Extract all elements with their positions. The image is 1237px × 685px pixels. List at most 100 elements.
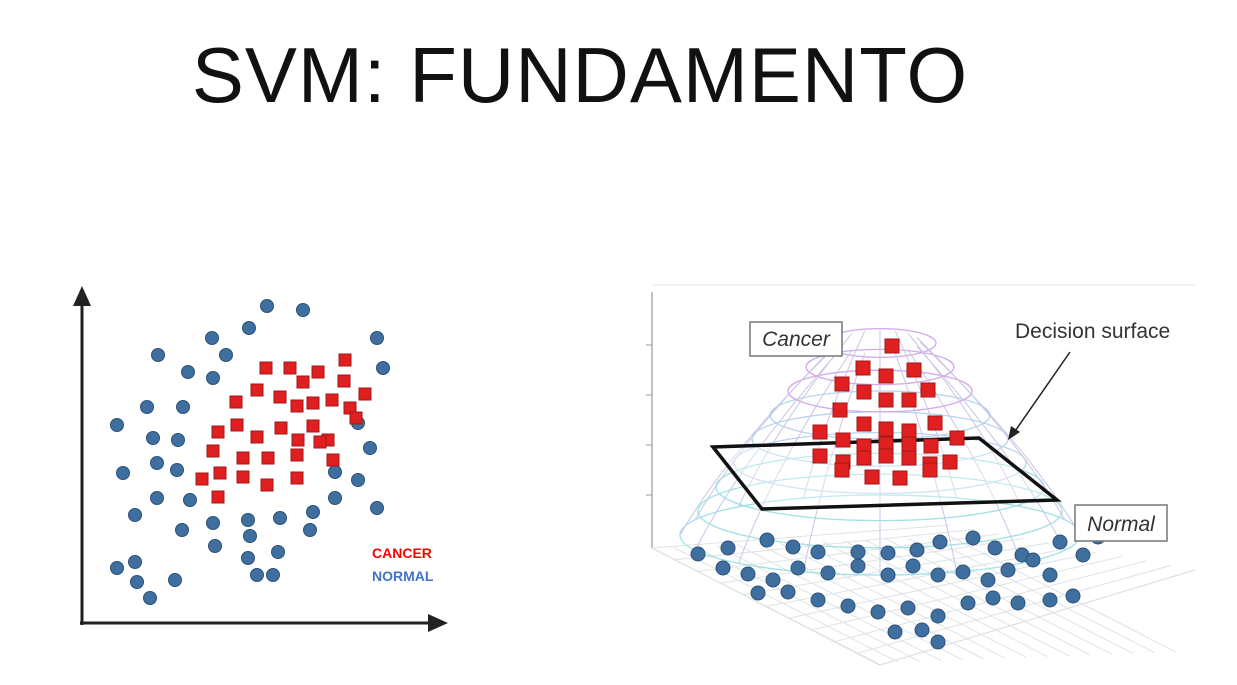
normal-point xyxy=(810,544,826,560)
cancer-point xyxy=(337,374,351,388)
normal-point xyxy=(241,551,255,565)
cancer-point xyxy=(274,421,288,435)
cancer-point xyxy=(855,360,871,376)
normal-point xyxy=(1010,595,1026,611)
legend-cancer-label: CANCER xyxy=(372,545,432,561)
cancer-point xyxy=(290,448,304,462)
cancer-point xyxy=(834,462,850,478)
normal-point xyxy=(150,456,164,470)
normal-point xyxy=(740,566,756,582)
normal-point xyxy=(151,348,165,362)
normal-label: Normal xyxy=(1087,513,1156,536)
normal-point xyxy=(110,561,124,575)
normal-point xyxy=(171,433,185,447)
normal-point xyxy=(790,560,806,576)
normal-point xyxy=(759,532,775,548)
cancer-point xyxy=(922,462,938,478)
cancer-point xyxy=(878,448,894,464)
normal-point xyxy=(980,572,996,588)
scatter-diagram: CANCER NORMAL xyxy=(73,286,448,632)
cancer-point xyxy=(260,478,274,492)
cancer-point xyxy=(901,392,917,408)
cancer-point xyxy=(213,466,227,480)
normal-point xyxy=(243,529,257,543)
cancer-point xyxy=(195,472,209,486)
cancer-point xyxy=(878,368,894,384)
cancer-point xyxy=(296,375,310,389)
normal-point xyxy=(870,604,886,620)
cancer-point xyxy=(230,418,244,432)
normal-point xyxy=(328,465,342,479)
normal-point xyxy=(840,598,856,614)
normal-point xyxy=(1042,592,1058,608)
normal-point xyxy=(128,555,142,569)
normal-point xyxy=(930,567,946,583)
normal-point xyxy=(250,568,264,582)
cancer-point xyxy=(313,435,327,449)
cancer-point xyxy=(856,450,872,466)
decision-surface-label: Decision surface xyxy=(1015,320,1170,343)
normal-point xyxy=(887,624,903,640)
normal-point xyxy=(376,361,390,375)
cancer-point xyxy=(306,396,320,410)
cancer-point xyxy=(311,365,325,379)
cancer-point xyxy=(283,361,297,375)
normal-point xyxy=(208,539,222,553)
normal-point xyxy=(363,441,377,455)
normal-point xyxy=(130,575,144,589)
normal-point xyxy=(900,600,916,616)
cancer-point xyxy=(856,384,872,400)
cancer-point xyxy=(864,469,880,485)
normal-point xyxy=(266,568,280,582)
cancer-point xyxy=(901,436,917,452)
normal-point xyxy=(140,400,154,414)
normal-point xyxy=(850,558,866,574)
normal-point xyxy=(273,511,287,525)
normal-point xyxy=(987,540,1003,556)
cancer-point xyxy=(338,353,352,367)
normal-point xyxy=(206,371,220,385)
normal-point xyxy=(370,331,384,345)
normal-point xyxy=(930,608,946,624)
cancer-point xyxy=(856,416,872,432)
normal-point xyxy=(205,331,219,345)
cancer-point xyxy=(326,453,340,467)
cancer-point xyxy=(211,490,225,504)
normal-point xyxy=(146,431,160,445)
cancer-point xyxy=(236,451,250,465)
normal-point xyxy=(720,540,736,556)
kernel-surface-diagram: Cancer Normal Decision surface xyxy=(646,284,1196,666)
cancer-point xyxy=(812,448,828,464)
normal-point xyxy=(175,523,189,537)
normal-point xyxy=(271,545,285,559)
normal-point xyxy=(930,634,946,650)
y-axis-arrow xyxy=(73,286,91,306)
normal-point xyxy=(1042,567,1058,583)
cancer-point xyxy=(927,415,943,431)
cancer-point xyxy=(211,425,225,439)
normal-point xyxy=(880,545,896,561)
x-axis-arrow xyxy=(428,614,448,632)
cancer-point xyxy=(901,423,917,439)
normal-point xyxy=(183,493,197,507)
normal-point xyxy=(905,558,921,574)
axes xyxy=(73,286,448,632)
cancer-point xyxy=(878,421,894,437)
cancer-point xyxy=(229,395,243,409)
normal-point xyxy=(1052,534,1068,550)
cancer-point xyxy=(906,362,922,378)
normal-point xyxy=(181,365,195,379)
decision-surface-arrow xyxy=(1008,351,1071,440)
cancer-point xyxy=(349,411,363,425)
cancer-point xyxy=(290,399,304,413)
cancer-label: Cancer xyxy=(762,328,831,351)
normal-point xyxy=(150,491,164,505)
cancer-point xyxy=(920,382,936,398)
normal-point xyxy=(116,466,130,480)
normal-point xyxy=(370,501,384,515)
cancer-point xyxy=(942,454,958,470)
normal-point xyxy=(780,584,796,600)
cancer-point xyxy=(892,470,908,486)
normal-point xyxy=(750,585,766,601)
normal-point xyxy=(820,565,836,581)
